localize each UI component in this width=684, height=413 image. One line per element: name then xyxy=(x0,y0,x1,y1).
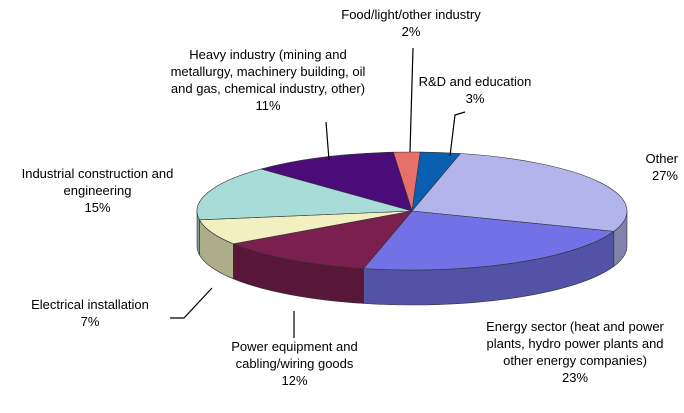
slice-label: Electrical installation 7% xyxy=(10,296,170,330)
slice xyxy=(363,210,615,271)
slice-name: Power equipment and cabling/wiring goods xyxy=(231,339,358,371)
slice-label: Power equipment and cabling/wiring goods… xyxy=(222,338,367,389)
slice xyxy=(232,210,413,269)
slice-value-label: 12% xyxy=(281,373,308,388)
slice-value-label: 2% xyxy=(401,24,421,39)
slice-name: Heavy industry (mining and metallurgy, m… xyxy=(170,47,366,96)
slice-name: R&D and education xyxy=(418,74,532,89)
leader-lines xyxy=(170,47,466,338)
slice-value-label: 15% xyxy=(84,200,111,215)
slice xyxy=(259,151,413,212)
leader-line xyxy=(325,121,330,161)
slice-name: Other xyxy=(645,151,678,166)
leader-line xyxy=(170,287,213,319)
slice-label: R&D and education 3% xyxy=(410,73,540,107)
slice-value-label: 7% xyxy=(80,314,100,329)
slice-label: Other 27% xyxy=(560,150,678,184)
slice-label: Energy sector (heat and power plants, hy… xyxy=(480,318,670,386)
slice-value-label: 11% xyxy=(255,98,281,113)
slice-name: Electrical installation xyxy=(31,297,149,312)
slice xyxy=(196,168,413,221)
slice-label: Heavy industry (mining and metallurgy, m… xyxy=(168,46,368,114)
slice-value-label: 23% xyxy=(561,370,589,385)
slice-label: Food/light/other industry 2% xyxy=(296,6,526,40)
pie-walls xyxy=(196,210,628,306)
leader-line xyxy=(409,47,414,153)
slice-value-label: 27% xyxy=(651,168,678,183)
leader-line xyxy=(449,111,466,157)
pie-tops xyxy=(196,151,628,271)
slice-name: Food/light/other industry xyxy=(341,7,481,22)
slice-label: Industrial construction and engineering 1… xyxy=(5,165,190,216)
slice-name: Industrial construction and engineering xyxy=(21,166,174,198)
slice-value-label: 3% xyxy=(465,91,485,106)
slice-name: Energy sector (heat and power plants, hy… xyxy=(486,319,664,368)
slice xyxy=(411,153,628,232)
